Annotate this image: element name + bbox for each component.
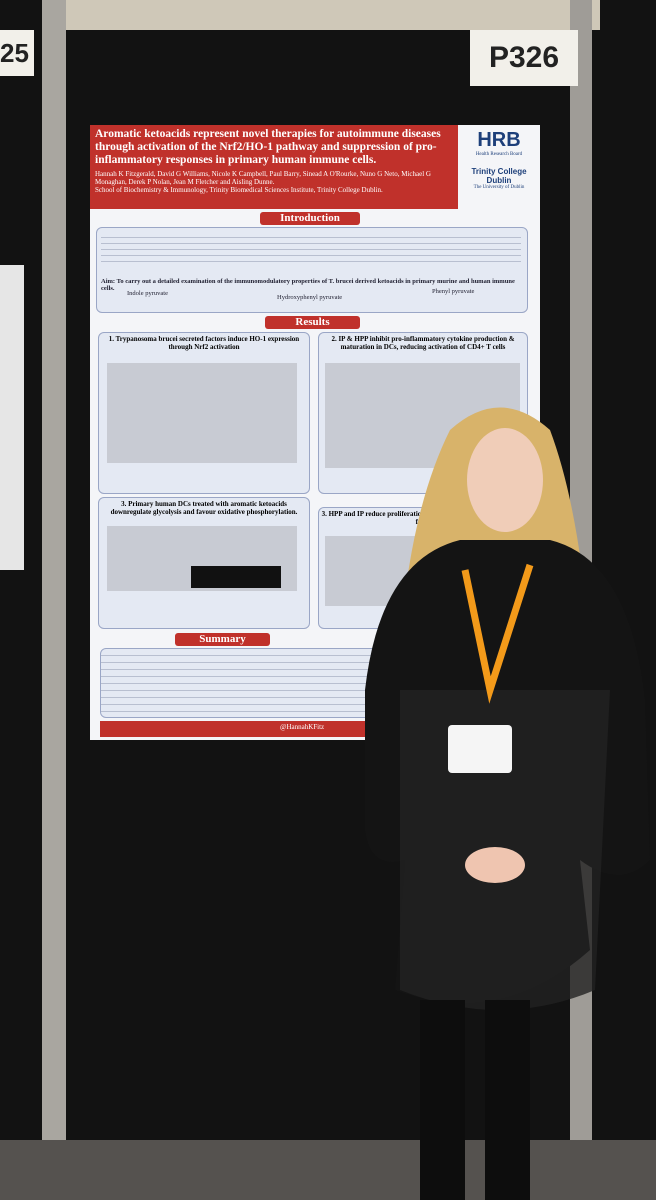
molecule-label: Indole pyruvate xyxy=(127,290,168,297)
leg xyxy=(420,1000,465,1200)
microscopy xyxy=(191,566,281,588)
result-panel-title: 1. Trypanosoma brucei secreted factors i… xyxy=(108,335,300,351)
tcd-logo: Trinity College Dublin xyxy=(471,167,527,185)
poster-title: Aromatic ketoacids represent novel thera… xyxy=(95,128,441,166)
results-heading: Results xyxy=(265,316,360,329)
intro-text-lines xyxy=(101,232,521,262)
face xyxy=(467,428,543,532)
poster-affiliation: School of Biochemistry & Immunology, Tri… xyxy=(95,186,383,194)
poster-authors: Hannah K Fitzgerald, David G Williams, N… xyxy=(95,170,431,186)
molecule-label: Hydroxyphenyl pyruvate xyxy=(277,294,343,301)
floor xyxy=(0,1140,656,1200)
frame-post xyxy=(42,0,66,1150)
summary-heading: Summary xyxy=(175,633,270,646)
hrb-name: Health Research Board xyxy=(475,152,523,157)
footer-bar xyxy=(100,721,370,737)
person xyxy=(365,407,650,1200)
result-panel-title: 2. IP & HPP inhibit pro-inflammatory cyt… xyxy=(331,335,515,351)
result-panel-title: 3. Primary human DCs treated with aromat… xyxy=(110,500,298,516)
hrb-logo: HRB xyxy=(477,129,521,151)
figure xyxy=(107,363,297,463)
footer-handle: @HannahKFitz xyxy=(280,723,325,731)
leg xyxy=(485,1000,530,1200)
intro-aim: Aim: To carry out a detailed examination… xyxy=(101,278,515,292)
neighbor-number: 25 xyxy=(0,30,34,76)
lanyard xyxy=(461,563,534,704)
badge xyxy=(448,725,512,773)
intro-heading: Introduction xyxy=(260,212,360,225)
hands xyxy=(465,847,525,883)
molecule-label: Phenyl pyruvate xyxy=(432,288,475,295)
board-number: P326 xyxy=(470,30,578,86)
board-top xyxy=(60,0,600,30)
neighbor-poster xyxy=(0,265,24,570)
tcd-sub: The University of Dublin xyxy=(473,185,525,190)
